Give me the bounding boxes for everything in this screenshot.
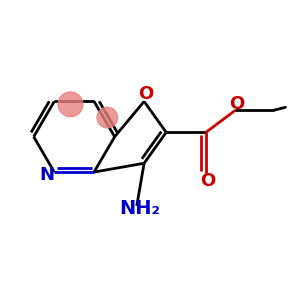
- Text: NH₂: NH₂: [119, 200, 160, 218]
- Text: O: O: [200, 172, 215, 190]
- Circle shape: [97, 107, 118, 128]
- Circle shape: [58, 92, 83, 117]
- Text: O: O: [138, 85, 153, 103]
- Text: O: O: [229, 95, 244, 113]
- Text: N: N: [39, 166, 54, 184]
